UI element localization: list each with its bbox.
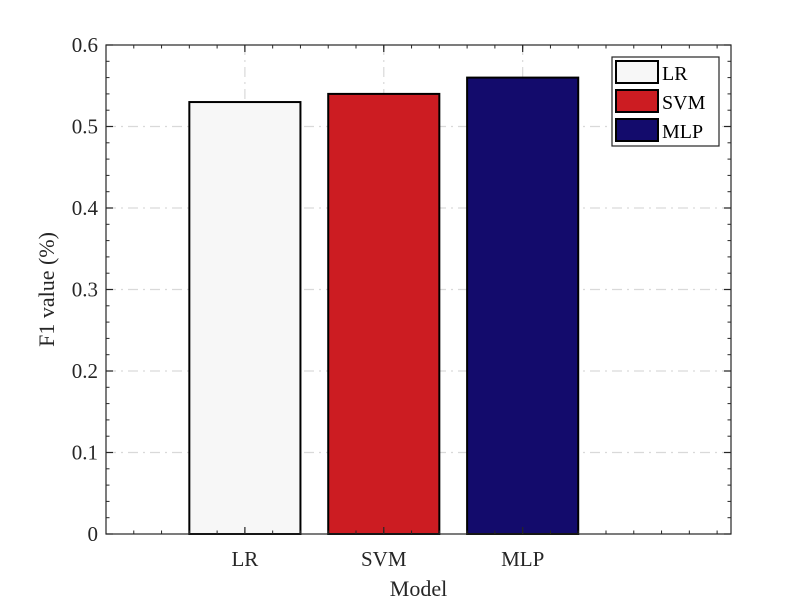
x-tick-label: SVM: [361, 547, 407, 571]
y-tick-label: 0.3: [72, 278, 98, 302]
x-axis-label: Model: [390, 576, 447, 601]
bar-mlp: [466, 76, 580, 535]
legend-label-lr: LR: [662, 63, 688, 85]
x-tick-labels: LR SVM MLP: [231, 547, 544, 571]
y-tick-label: 0.2: [72, 359, 98, 383]
legend-label-svm: SVM: [662, 92, 706, 114]
y-tick-label: 0.5: [72, 115, 98, 139]
y-tick-labels: 0 0.1 0.2 0.3 0.4 0.5 0.6: [72, 33, 99, 546]
y-axis-label: F1 value (%): [34, 232, 59, 347]
y-tick-label: 0.6: [72, 33, 98, 57]
bar-lr: [188, 101, 302, 536]
legend-label-mlp: MLP: [662, 121, 703, 143]
legend-swatch-lr: [615, 60, 659, 84]
x-tick-label: LR: [231, 547, 258, 571]
legend-swatch-svm: [615, 89, 659, 113]
y-tick-label: 0.1: [72, 441, 98, 465]
axis-ticks: [105, 44, 731, 535]
bar-svm: [327, 92, 441, 536]
y-tick-label: 0.4: [72, 196, 99, 220]
legend: LR SVM MLP: [611, 56, 720, 147]
x-tick-label: MLP: [501, 547, 544, 571]
legend-swatch-mlp: [615, 118, 659, 142]
bars: [188, 76, 580, 536]
y-tick-label: 0: [88, 522, 99, 546]
